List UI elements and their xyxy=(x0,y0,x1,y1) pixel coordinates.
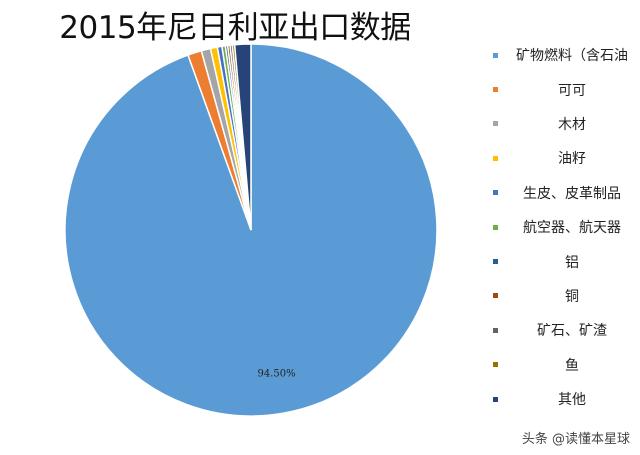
legend-label: 其他 xyxy=(558,392,586,409)
legend-item: 铝 xyxy=(493,244,640,278)
legend-item: 可可 xyxy=(493,72,640,106)
legend-swatch xyxy=(493,259,498,265)
legend-item: 鱼 xyxy=(493,348,640,382)
legend-swatch xyxy=(493,293,498,299)
watermark: 头条 @读懂本星球 xyxy=(521,432,630,447)
legend-item: 生皮、皮革制品 xyxy=(493,176,640,210)
legend-item: 矿物燃料（含石油 xyxy=(493,38,640,72)
legend-swatch xyxy=(493,362,498,368)
legend-item: 其他 xyxy=(493,382,640,416)
legend-item: 油籽 xyxy=(493,141,640,175)
legend: 矿物燃料（含石油 可可木材油籽生皮、皮革制品 航空器、航天器铝铜矿石、矿渣鱼其他 xyxy=(493,38,640,416)
chart-title: 2015年尼日利亚出口数据 xyxy=(59,10,411,46)
legend-swatch xyxy=(493,52,498,58)
legend-label: 油籽 xyxy=(558,151,586,168)
legend-item: 木材 xyxy=(493,107,640,141)
legend-item: 矿石、矿渣 xyxy=(493,313,640,347)
legend-label: 矿石、矿渣 xyxy=(537,323,607,340)
legend-label: 鱼 xyxy=(565,357,579,374)
legend-swatch xyxy=(493,396,498,402)
legend-label: 矿物燃料（含石油 xyxy=(516,48,628,65)
legend-label: 铝 xyxy=(565,254,579,271)
legend-swatch xyxy=(493,190,498,196)
data-label-0: 94.50% xyxy=(258,369,296,380)
legend-swatch xyxy=(493,327,498,333)
legend-item: 航空器、航天器 xyxy=(493,210,640,244)
legend-swatch xyxy=(493,87,498,93)
legend-label: 航空器、航天器 xyxy=(523,220,621,237)
legend-label: 木材 xyxy=(558,116,586,133)
legend-swatch xyxy=(493,224,498,230)
legend-label: 可可 xyxy=(558,82,586,99)
pie-slice-10 xyxy=(233,43,252,231)
legend-label: 铜 xyxy=(565,288,579,305)
legend-item: 铜 xyxy=(493,279,640,313)
legend-swatch xyxy=(493,155,498,161)
legend-label: 生皮、皮革制品 xyxy=(523,185,621,202)
legend-swatch xyxy=(493,121,498,127)
